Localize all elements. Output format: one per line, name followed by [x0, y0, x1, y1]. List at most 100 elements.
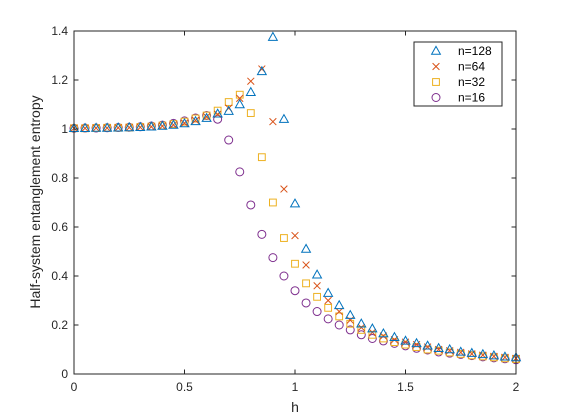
- data-point: [302, 279, 310, 288]
- data-point: [291, 231, 299, 240]
- data-point: [323, 314, 333, 324]
- data-point: [302, 261, 310, 269]
- data-point: [245, 86, 257, 96]
- data-point: [301, 298, 311, 308]
- data-point: [125, 123, 134, 132]
- y-tick-label: 1.4: [51, 24, 68, 38]
- legend-marker: [430, 45, 442, 55]
- data-point: [324, 296, 332, 305]
- data-point: [256, 65, 268, 76]
- data-point: [367, 323, 378, 333]
- data-point: [257, 153, 266, 162]
- y-tick-label: 0.2: [51, 318, 68, 332]
- legend-label: n=32: [458, 75, 485, 89]
- data-point: [224, 135, 234, 145]
- data-point: [335, 307, 343, 316]
- data-point: [278, 113, 290, 123]
- data-point: [158, 122, 167, 130]
- y-tick-label: 1.2: [51, 73, 68, 87]
- data-point: [356, 330, 366, 340]
- data-point: [135, 121, 146, 131]
- data-point: [212, 108, 223, 118]
- data-point: [246, 200, 256, 210]
- data-point: [356, 318, 367, 328]
- data-point: [378, 327, 389, 338]
- data-point: [311, 269, 323, 279]
- data-point: [290, 286, 300, 296]
- data-point: [367, 333, 377, 343]
- x-tick-label: 0.5: [176, 380, 193, 394]
- y-tick-label: 0: [61, 367, 68, 381]
- y-tick-label: 1: [61, 122, 68, 136]
- x-axis-label: h: [291, 399, 299, 415]
- legend-marker: [431, 93, 441, 102]
- data-point: [246, 109, 255, 117]
- data-point: [313, 292, 322, 301]
- legend-entry: n=128: [430, 44, 492, 58]
- data-point: [335, 312, 344, 321]
- data-point: [269, 198, 277, 207]
- data-point: [499, 351, 511, 361]
- legend-label: n=64: [458, 60, 485, 74]
- data-point: [312, 307, 322, 317]
- data-point: [280, 234, 288, 242]
- data-point: [190, 115, 201, 126]
- data-point: [322, 287, 334, 297]
- data-marks: [68, 31, 522, 365]
- x-tick-label: 1: [292, 380, 299, 394]
- data-point: [179, 117, 190, 128]
- data-point: [101, 122, 113, 132]
- data-point: [455, 346, 467, 356]
- data-point: [279, 271, 289, 281]
- data-point: [247, 77, 255, 85]
- data-point: [147, 123, 156, 131]
- data-point: [345, 325, 355, 335]
- data-point: [477, 348, 489, 359]
- data-point: [267, 31, 279, 41]
- data-point: [466, 347, 478, 357]
- data-point: [112, 122, 124, 132]
- data-point: [411, 337, 422, 348]
- legend-label: n=128: [458, 44, 492, 58]
- data-point: [433, 342, 444, 352]
- legend-entry: n=16: [431, 91, 485, 105]
- data-point: [103, 124, 111, 132]
- data-point: [422, 340, 433, 350]
- y-tick-label: 0.4: [51, 269, 68, 283]
- data-point: [344, 309, 356, 319]
- data-point: [390, 338, 399, 347]
- data-point: [157, 120, 168, 130]
- x-tick-label: 1.5: [397, 380, 414, 394]
- data-point: [334, 320, 344, 330]
- data-point: [168, 119, 179, 129]
- data-point: [202, 112, 211, 121]
- data-point: [213, 114, 223, 124]
- data-point: [346, 316, 355, 324]
- legend-box: [413, 41, 503, 107]
- data-point: [92, 124, 100, 132]
- data-point: [81, 124, 89, 133]
- data-point: [180, 119, 189, 127]
- data-point: [123, 121, 135, 132]
- legend-label: n=16: [458, 91, 485, 105]
- data-point: [169, 121, 178, 129]
- data-point: [444, 343, 455, 354]
- axes: [73, 30, 517, 375]
- data-point: [224, 98, 233, 106]
- legend-marker: [432, 62, 440, 71]
- x-tick-label: 0: [71, 380, 78, 394]
- data-point: [234, 98, 246, 109]
- data-point: [201, 112, 212, 122]
- data-point: [434, 346, 443, 355]
- y-tick-label: 0.6: [51, 220, 68, 234]
- data-point: [268, 253, 278, 263]
- y-tick-label: 0.8: [51, 171, 68, 185]
- data-point: [257, 229, 267, 239]
- data-point: [379, 334, 388, 343]
- data-point: [324, 303, 333, 312]
- data-point: [79, 122, 91, 132]
- legend: n=128 n=64n=32 n=16: [413, 41, 503, 107]
- data-point: [90, 122, 102, 132]
- data-point: [400, 335, 411, 345]
